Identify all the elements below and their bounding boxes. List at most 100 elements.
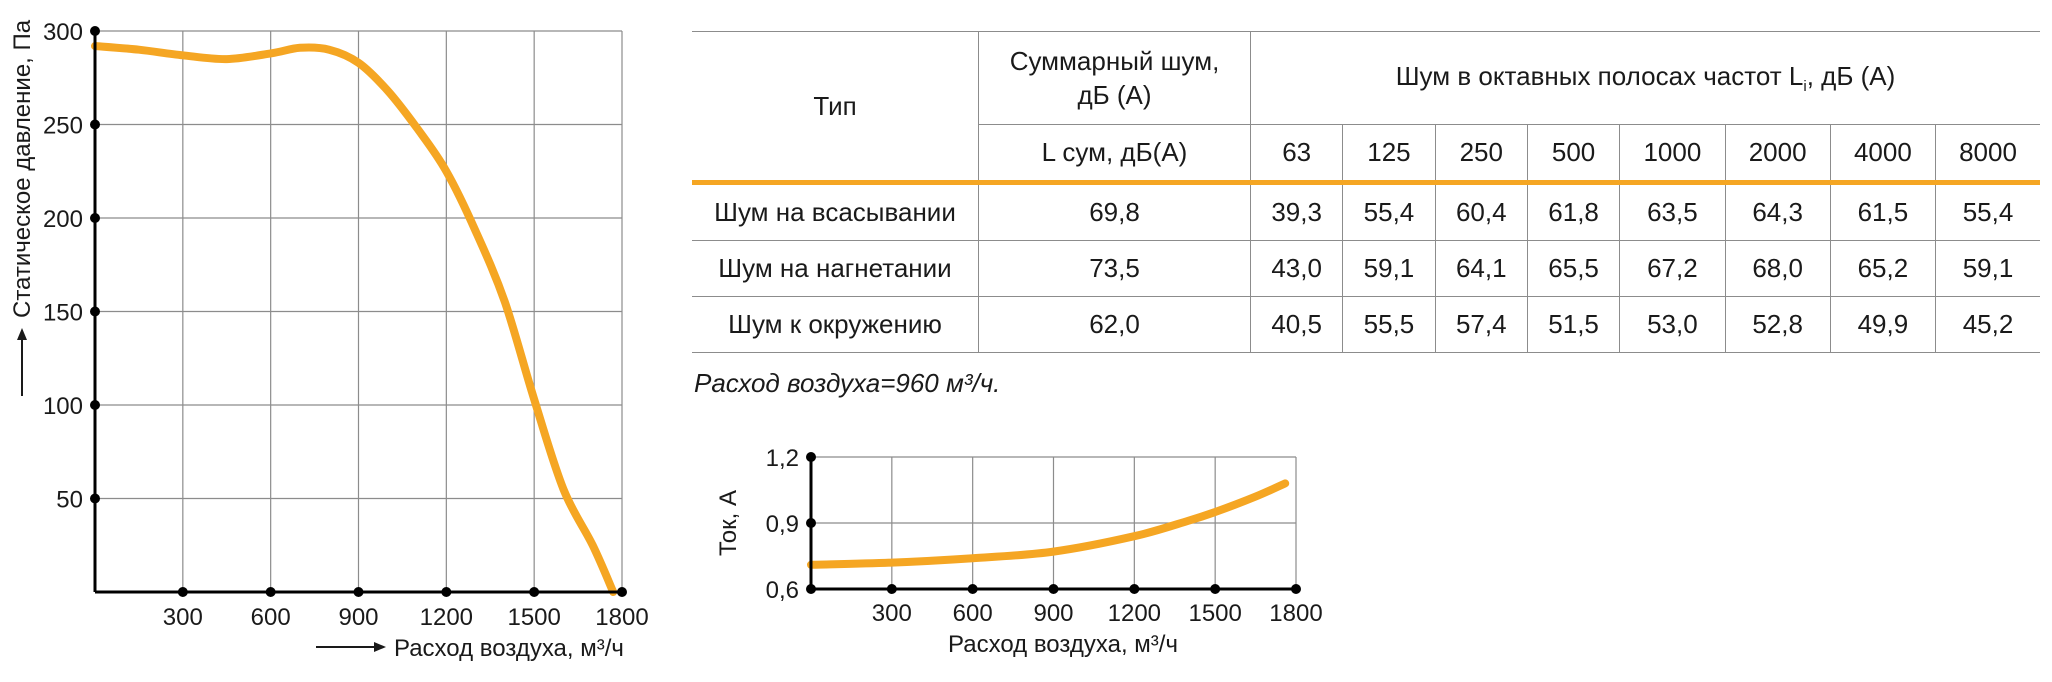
x-tick-label: 300	[163, 604, 203, 631]
cell-type: Шум на всасывании	[692, 182, 979, 241]
y-tick-label: 300	[43, 19, 83, 46]
current-x-tick-labels: 300 600 900 1200 1500 1800	[872, 600, 1323, 627]
table-row: Шум на нагнетании 73,5 43,0 59,1 64,1 65,5 67,…	[692, 240, 2040, 297]
header-frequency: 125	[1342, 124, 1436, 185]
y-axis-dot	[806, 584, 816, 594]
current-y-axis-label: Ток, А	[715, 490, 742, 556]
x-tick-label: 600	[251, 604, 291, 631]
x-tick-label: 1500	[507, 604, 560, 631]
y-axis-dot	[90, 400, 100, 410]
noise-table-container: Тип Суммарный шум, дБ (А) Шум в октавных…	[692, 31, 2040, 353]
cell-octave-value: 65,5	[1526, 240, 1620, 297]
x-tick-label: 300	[872, 600, 912, 627]
static-pressure-chart: 300 600 900 1200 1500 1800 30025020015010050 …	[9, 19, 649, 662]
header-frequency: 8000	[1935, 124, 2040, 185]
header-frequency: 63	[1249, 124, 1343, 185]
x-tick-label: 1200	[420, 604, 473, 631]
cell-octave-value: 57,4	[1434, 296, 1528, 353]
cell-octave-value: 45,2	[1935, 296, 2040, 353]
pressure-ylabel-group: Статическое давление, Па	[9, 19, 36, 396]
y-tick-label: 200	[43, 206, 83, 233]
y-tick-label: 50	[56, 487, 83, 514]
y-axis-dot	[806, 452, 816, 462]
x-axis-dot	[1129, 584, 1140, 594]
pressure-axis-markers	[90, 26, 627, 597]
cell-octave-value: 65,2	[1829, 240, 1936, 297]
cell-octave-value: 64,3	[1724, 182, 1831, 241]
y-axis-dot	[90, 306, 100, 317]
cell-octave-value: 52,8	[1724, 296, 1831, 353]
header-total: Суммарный шум, дБ (А)	[978, 31, 1251, 125]
cell-octave-value: 60,4	[1434, 182, 1528, 241]
header-octave-end: , дБ (А)	[1806, 60, 1896, 91]
header-octave-sub: i	[1803, 78, 1807, 96]
cell-total: 73,5	[978, 240, 1251, 297]
table-row: Шум к окружению 62,0 40,5 55,5 57,4 51,5 53,0 5…	[692, 296, 2040, 353]
pressure-y-tick-labels: 300 250 200 150 100 50	[43, 19, 83, 514]
pressure-y-axis-label: Статическое давление, Па	[9, 19, 36, 318]
cell-type: Шум на нагнетании	[692, 240, 979, 297]
y-axis-dot	[90, 493, 100, 504]
cell-octave-value: 68,0	[1724, 240, 1831, 297]
cell-total: 69,8	[978, 182, 1251, 241]
airflow-note: Расход воздуха=960 м³/ч.	[694, 368, 1001, 398]
table-body: Шум на всасывании 69,8 39,3 55,4 60,4 61,8 63,…	[692, 182, 2040, 353]
y-tick-label: 0,9	[766, 511, 799, 538]
cell-octave-value: 40,5	[1249, 296, 1343, 353]
cell-octave-value: 61,8	[1526, 182, 1620, 241]
header-octave: Шум в октавных полосах частот Li, дБ (А)	[1250, 31, 2040, 125]
cell-octave-value: 59,1	[1935, 240, 2040, 297]
noise-table: Тип Суммарный шум, дБ (А) Шум в октавных…	[692, 31, 2040, 353]
header-octave-text: Шум в октавных полосах частот L	[1395, 60, 1804, 91]
cell-octave-value: 39,3	[1249, 182, 1343, 241]
cell-octave-value: 55,4	[1342, 182, 1436, 241]
table-frequency-row: L сум, дБ(А) 63 125 250 500 1000 2000 4000 8000	[692, 124, 2040, 185]
cell-type: Шум к окружению	[692, 296, 979, 353]
pressure-curve	[91, 42, 618, 596]
y-tick-label: 100	[43, 393, 83, 420]
x-axis-dot	[1291, 584, 1301, 594]
cell-octave-value: 64,1	[1434, 240, 1528, 297]
header-frequency: 1000	[1619, 124, 1725, 185]
x-axis-dot	[1210, 584, 1221, 594]
x-tick-label: 600	[953, 600, 993, 627]
current-chart: 300 600 900 1200 1500 1800 1,2 0,9 0,6 Расход в…	[715, 445, 1323, 658]
x-arrow-head	[374, 642, 386, 652]
x-tick-label: 1800	[1269, 600, 1322, 627]
cell-octave-value: 61,5	[1829, 182, 1936, 241]
y-tick-label: 250	[43, 113, 83, 140]
cell-octave-value: 49,9	[1829, 296, 1936, 353]
header-total-sub: L сум, дБ(А)	[978, 124, 1251, 185]
x-tick-label: 900	[1033, 600, 1073, 627]
header-frequency: 250	[1434, 124, 1528, 185]
x-axis-dot	[353, 587, 364, 597]
header-frequency: 500	[1526, 124, 1620, 185]
current-curve	[807, 479, 1290, 569]
pressure-xlabel-group: Расход воздуха, м³/ч	[316, 635, 624, 662]
y-axis-dot	[90, 119, 100, 130]
x-tick-label: 1800	[595, 604, 648, 631]
cell-octave-value: 55,4	[1935, 182, 2040, 241]
x-axis-dot	[441, 587, 452, 597]
cell-octave-value: 67,2	[1619, 240, 1725, 297]
cell-octave-value: 59,1	[1342, 240, 1436, 297]
pressure-x-axis-label: Расход воздуха, м³/ч	[394, 635, 624, 662]
x-axis-dot	[529, 587, 540, 597]
cell-octave-value: 63,5	[1619, 182, 1725, 241]
x-axis-dot	[967, 584, 978, 594]
y-axis-dot	[90, 213, 100, 223]
x-axis-dot	[1048, 584, 1059, 594]
header-frequency: 2000	[1724, 124, 1831, 185]
pressure-grid	[95, 30, 623, 592]
cell-octave-value: 43,0	[1249, 240, 1343, 297]
current-axis-markers	[806, 452, 1301, 594]
header-frequency: 4000	[1829, 124, 1936, 185]
current-grid	[811, 456, 1297, 589]
x-axis-dot	[886, 584, 897, 594]
table-header-row: Тип Суммарный шум, дБ (А) Шум в октавных…	[692, 31, 2040, 185]
cell-octave-value: 53,0	[1619, 296, 1725, 353]
y-axis-dot	[806, 518, 816, 528]
y-arrow-head	[17, 328, 27, 340]
y-tick-label: 1,2	[766, 445, 799, 472]
pressure-x-tick-labels: 300 600 900 1200 1500 1800	[163, 604, 649, 631]
